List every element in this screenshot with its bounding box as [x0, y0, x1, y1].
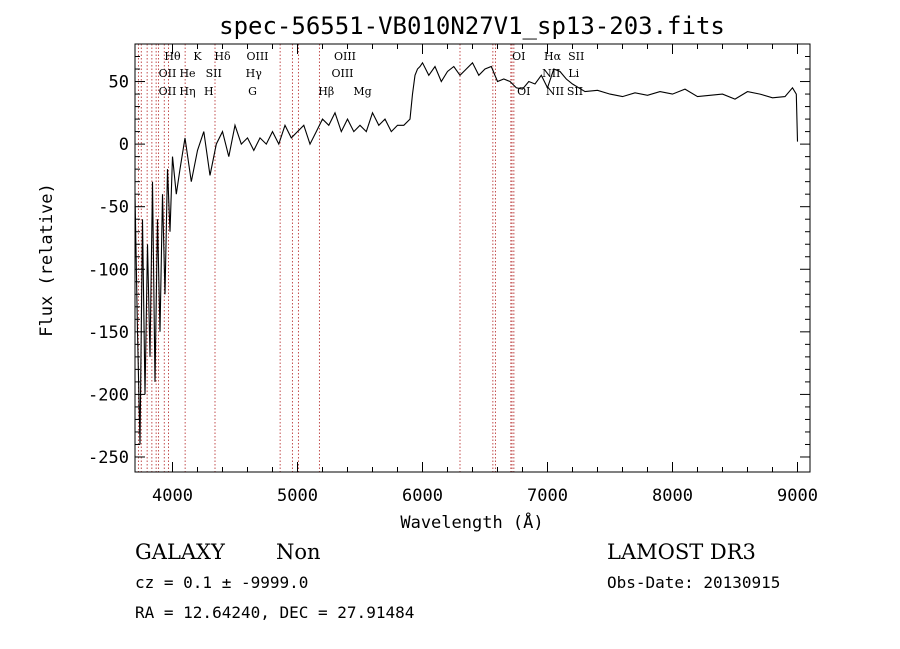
- spectral-line-label: G: [248, 85, 257, 98]
- spectral-line-label: Hα: [544, 50, 562, 63]
- x-tick-label: 7000: [527, 486, 568, 506]
- y-axis-label: Flux (relative): [37, 183, 57, 337]
- x-tick-label: 9000: [777, 486, 818, 506]
- spectral-line-label: He: [179, 67, 195, 80]
- y-tick-label: -100: [88, 260, 129, 280]
- x-axis-ticks: 4000 5000 6000 7000 8000 9000: [152, 44, 818, 506]
- spectral-line-label: Hδ: [214, 50, 231, 63]
- spectral-line-label: OIII: [246, 50, 268, 63]
- y-tick-label: -150: [88, 323, 129, 343]
- x-axis-label: Wavelength (Å): [400, 511, 543, 533]
- spectral-line-label: OI: [512, 50, 525, 63]
- x-tick-label: 5000: [277, 486, 318, 506]
- spectral-line-label: SII: [567, 85, 583, 98]
- spectral-line-label: SII: [206, 67, 222, 80]
- redshift-info: cz = 0.1 ± -9999.0: [135, 573, 308, 592]
- spectral-line-label: OII: [159, 85, 177, 98]
- x-tick-label: 4000: [152, 486, 193, 506]
- y-tick-label: 0: [119, 135, 129, 155]
- y-axis-ticks: -250 -200 -150 -100 -50 0 50: [88, 56, 810, 468]
- flux-series-line: [134, 61, 799, 445]
- x-tick-label: 6000: [402, 486, 443, 506]
- spectral-line-label: OIII: [334, 50, 356, 63]
- spectral-line-label: OII: [159, 67, 177, 80]
- spectral-line-label: K: [193, 50, 202, 63]
- chart-title: spec-56551-VB010N27V1_sp13-203.fits: [219, 12, 725, 40]
- object-subclass: Non: [276, 540, 321, 564]
- spectral-line-label: Hθ: [164, 50, 181, 63]
- y-tick-label: -250: [88, 448, 129, 468]
- spectral-line-markers: [137, 44, 515, 472]
- spectral-line-label: Mg: [353, 85, 371, 98]
- spectral-line-label: Li: [568, 67, 579, 80]
- spectral-line-label: Hη: [179, 85, 195, 98]
- y-tick-label: -200: [88, 385, 129, 405]
- survey-name: LAMOST DR3: [607, 540, 756, 564]
- spectral-line-label: OIII: [331, 67, 353, 80]
- coordinates: RA = 12.64240, DEC = 27.91484: [135, 603, 414, 622]
- y-tick-label: 50: [109, 73, 129, 93]
- spectral-line-labels: Hθ K Hδ OIII OIII OI Hα SII OII He SII Hγ OIII NII Li O…: [159, 50, 585, 98]
- object-class: GALAXY: [135, 540, 226, 564]
- spectral-line-label: Hγ: [246, 67, 263, 80]
- plot-frame: [134, 43, 811, 473]
- obs-date: Obs-Date: 20130915: [607, 573, 780, 592]
- spectral-line-label: H: [204, 85, 214, 98]
- y-tick-label: -50: [98, 198, 129, 218]
- spectral-line-label: SII: [568, 50, 584, 63]
- spectral-line-label: Hβ: [318, 85, 334, 98]
- x-tick-label: 8000: [652, 486, 693, 506]
- spectral-line-label: NII: [546, 85, 564, 98]
